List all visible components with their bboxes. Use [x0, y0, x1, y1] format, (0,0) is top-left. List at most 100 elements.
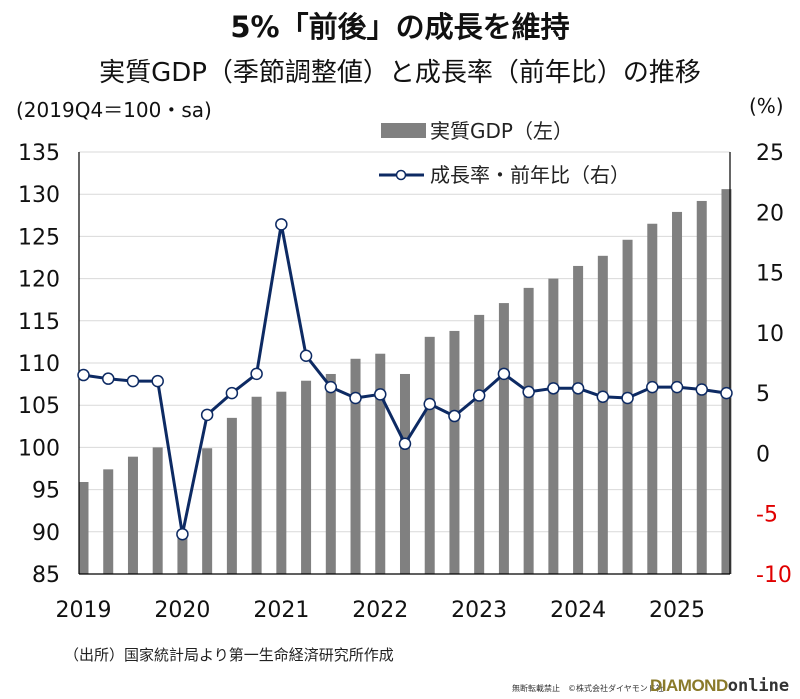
legend-marker-swatch — [395, 169, 407, 181]
growth-marker — [547, 382, 560, 395]
gdp-bar — [573, 265, 584, 574]
legend-label-growth: 成長率・前年比（右） — [430, 163, 630, 187]
right-tick-label: 25 — [756, 141, 784, 166]
right-axis-unit: (%) — [749, 94, 784, 118]
gdp-bar — [424, 336, 435, 574]
x-tick-label: 2020 — [154, 598, 210, 623]
growth-marker — [324, 380, 338, 394]
source-note: （出所）国家統計局より第一生命経済研究所作成 — [64, 646, 394, 664]
gdp-bar — [721, 189, 732, 575]
growth-marker — [101, 372, 115, 385]
brand-diamond: DIAMOND — [650, 676, 728, 695]
growth-marker — [571, 382, 585, 395]
left-tick-label: 115 — [18, 310, 60, 335]
left-tick-label: 135 — [18, 141, 60, 166]
growth-marker — [472, 389, 486, 402]
gdp-bar — [350, 358, 361, 574]
left-tick-label: 120 — [18, 268, 60, 293]
left-tick-label: 100 — [18, 436, 60, 461]
growth-marker — [299, 349, 313, 363]
growth-marker — [497, 367, 511, 381]
right-tick-label: -5 — [756, 503, 778, 528]
gdp-bar — [103, 469, 114, 574]
right-tick-label: 15 — [756, 262, 784, 287]
growth-marker — [126, 374, 140, 388]
x-tick-label: 2024 — [550, 598, 606, 623]
gdp-bar — [202, 448, 213, 574]
growth-marker — [200, 408, 214, 422]
gdp-bar — [177, 530, 188, 574]
right-tick-label: 5 — [756, 382, 770, 407]
gdp-bar — [152, 447, 163, 574]
left-axis-unit: (2019Q4＝100・sa) — [16, 98, 212, 122]
gdp-bar — [523, 287, 534, 574]
gdp-bar — [325, 373, 336, 574]
legend-bar-swatch — [381, 123, 426, 138]
right-tick-label: 0 — [756, 442, 770, 467]
gdp-bar — [399, 373, 410, 574]
gdp-bar — [647, 223, 658, 575]
brand-logo: DIAMONDonline — [650, 676, 789, 696]
left-tick-label: 95 — [32, 479, 60, 504]
growth-marker — [374, 388, 387, 401]
growth-marker — [448, 409, 461, 423]
left-tick-label: 130 — [18, 183, 60, 208]
gdp-bar — [597, 255, 608, 574]
left-axis-ticks: 135 130 125 120 115 110 105 100 95 90 85 — [18, 141, 60, 588]
gdp-bar — [251, 396, 262, 574]
gdp-bar — [375, 353, 386, 574]
left-tick-label: 105 — [18, 394, 60, 419]
gdp-bar — [127, 456, 138, 574]
growth-marker — [225, 386, 239, 400]
left-tick-label: 110 — [18, 352, 60, 377]
gridlines — [79, 151, 730, 533]
gdp-bars — [78, 189, 732, 575]
right-tick-label: -10 — [756, 563, 792, 588]
growth-marker — [176, 527, 189, 541]
x-tick-label: 2019 — [56, 598, 112, 623]
growth-marker — [670, 380, 684, 394]
growth-marker — [621, 391, 634, 405]
x-tick-label: 2021 — [253, 598, 309, 623]
right-axis-ticks: 25 20 15 10 5 0 -5 -10 — [756, 141, 792, 588]
x-axis-ticks: 2019 2020 2021 2022 2023 2024 2025 — [56, 598, 706, 623]
x-tick-label: 2022 — [352, 598, 408, 623]
left-tick-label: 85 — [32, 563, 60, 588]
growth-marker — [720, 386, 733, 400]
brand-online: online — [727, 676, 790, 696]
gdp-bar — [474, 314, 485, 574]
left-tick-label: 90 — [32, 521, 60, 546]
right-tick-label: 10 — [756, 322, 784, 347]
gdp-bar — [78, 482, 89, 574]
x-tick-label: 2025 — [649, 598, 705, 623]
gdp-bar — [226, 417, 237, 574]
copyright-note: 無断転載禁止 ©株式会社ダイヤモンド社 — [512, 684, 664, 693]
growth-marker — [398, 437, 412, 451]
growth-marker — [250, 367, 263, 381]
gdp-bar — [498, 303, 509, 574]
growth-marker — [646, 380, 659, 394]
axes — [78, 152, 731, 575]
growth-marker — [275, 218, 288, 231]
growth-marker — [695, 383, 708, 396]
left-tick-label: 125 — [18, 225, 60, 250]
growth-marker — [77, 368, 90, 382]
legend-label-gdp: 実質GDP（左） — [430, 119, 573, 143]
gdp-bar — [301, 380, 312, 574]
growth-marker — [596, 390, 610, 404]
gdp-bar — [449, 330, 460, 574]
growth-line — [77, 218, 733, 541]
legend: 実質GDP（左） 成長率・前年比（右） — [379, 119, 630, 187]
growth-marker — [522, 385, 535, 399]
growth-marker — [151, 374, 164, 388]
chart-subtitle: 実質GDP（季節調整値）と成長率（前年比）の推移 — [99, 58, 701, 88]
growth-marker — [423, 397, 436, 411]
gdp-bar — [622, 239, 633, 574]
right-tick-label: 20 — [756, 201, 784, 226]
gdp-bar — [276, 391, 287, 574]
growth-marker — [349, 391, 362, 405]
chart-title: 5%「前後」の成長を維持 — [230, 10, 570, 44]
x-tick-label: 2023 — [451, 598, 507, 623]
gdp-bar — [548, 278, 559, 574]
